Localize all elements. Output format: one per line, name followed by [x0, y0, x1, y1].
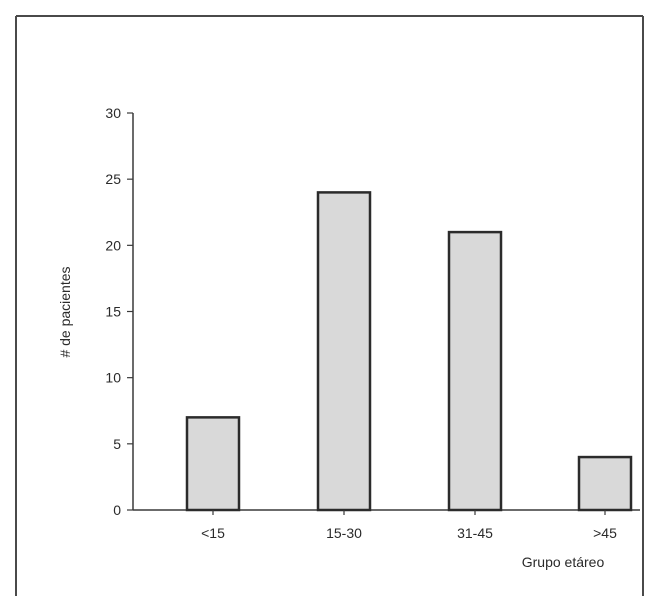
x-tick-label: 15-30 — [326, 525, 362, 541]
x-tick-label: <15 — [201, 525, 225, 541]
y-tick-label: 20 — [105, 237, 121, 253]
y-axis-ticks: 0 5 10 15 20 25 30 — [105, 105, 133, 518]
y-tick-label: 15 — [105, 304, 121, 320]
y-axis-title: # de pacientes — [57, 266, 73, 357]
x-tick-label: >45 — [593, 525, 617, 541]
bar — [185, 416, 241, 512]
y-tick-label: 30 — [105, 105, 121, 121]
bars — [185, 191, 633, 512]
y-tick-label: 10 — [105, 370, 121, 386]
figure-frame — [15, 15, 644, 596]
bar — [316, 191, 372, 512]
y-tick-label: 25 — [105, 171, 121, 187]
x-axis-title: Grupo etáreo — [522, 554, 605, 570]
x-tick-label: 31-45 — [457, 525, 493, 541]
x-axis-tick-labels: <15 15-30 31-45 >45 — [201, 510, 617, 541]
bar — [447, 230, 503, 512]
y-tick-label: 5 — [113, 436, 121, 452]
y-tick-label: 0 — [113, 502, 121, 518]
bar — [577, 455, 633, 512]
